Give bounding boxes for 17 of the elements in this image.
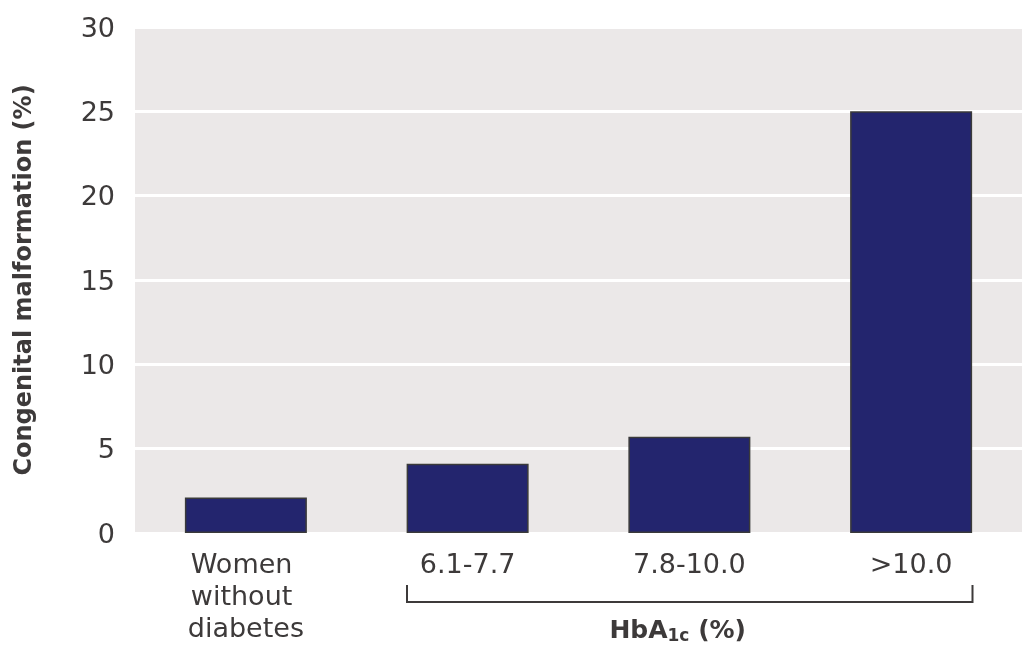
y-tick-label: 0 (97, 517, 115, 549)
y-tick-label: 15 (80, 264, 115, 296)
y-tick-label: 5 (97, 433, 115, 465)
y-tick-label: 10 (80, 348, 115, 380)
y-axis-title: Congenital malformation (%) (9, 84, 37, 476)
x-tick-label: 6.1-7.7 (419, 547, 516, 579)
bar (406, 463, 529, 533)
bar (184, 497, 307, 533)
x-tick-label: 7.8-10.0 (632, 547, 746, 579)
y-tick-label: 20 (80, 180, 115, 212)
y-tick-label: 25 (80, 95, 115, 127)
bar (850, 111, 973, 533)
y-tick-label: 30 (80, 11, 115, 43)
x-axis-title: HbA1c (%) (609, 615, 747, 645)
bar (628, 436, 751, 533)
x-tick-label: >10.0 (869, 547, 953, 579)
x-tick-label: Women without diabetes (187, 547, 304, 643)
